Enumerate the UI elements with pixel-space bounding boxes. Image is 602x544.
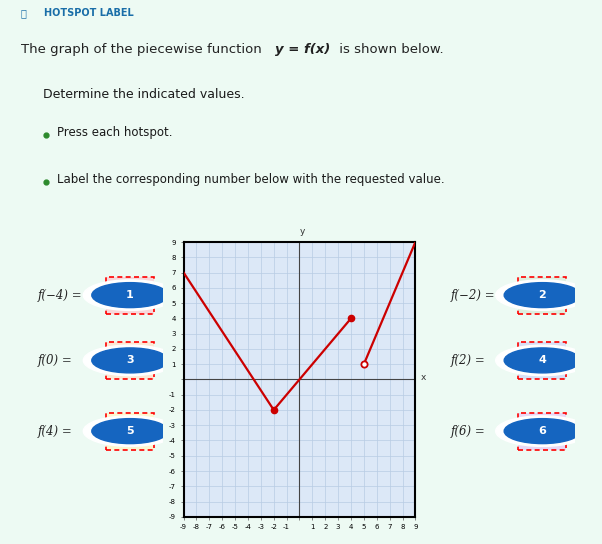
Circle shape <box>92 283 168 307</box>
Circle shape <box>504 419 580 443</box>
Circle shape <box>495 345 589 376</box>
Text: f(6) =: f(6) = <box>450 425 485 437</box>
Text: is shown below.: is shown below. <box>335 42 443 55</box>
Circle shape <box>504 283 580 307</box>
Text: f(2) =: f(2) = <box>450 354 485 367</box>
Text: 4: 4 <box>538 355 546 366</box>
FancyBboxPatch shape <box>518 412 566 449</box>
Text: Press each hotspot.: Press each hotspot. <box>57 126 173 139</box>
Circle shape <box>92 348 168 373</box>
Text: 🔗: 🔗 <box>20 9 26 18</box>
Text: f(4) =: f(4) = <box>38 425 73 437</box>
Text: The graph of the piecewise function: The graph of the piecewise function <box>20 42 265 55</box>
Text: 3: 3 <box>126 355 134 366</box>
Text: x: x <box>421 373 426 382</box>
FancyBboxPatch shape <box>518 277 566 313</box>
Text: 6: 6 <box>538 426 546 436</box>
FancyBboxPatch shape <box>106 342 154 379</box>
Circle shape <box>83 416 177 447</box>
Text: Label the corresponding number below with the requested value.: Label the corresponding number below wit… <box>57 173 445 186</box>
FancyBboxPatch shape <box>106 412 154 449</box>
Text: f(−4) =: f(−4) = <box>38 289 82 301</box>
Circle shape <box>495 416 589 447</box>
FancyBboxPatch shape <box>106 277 154 313</box>
Circle shape <box>504 348 580 373</box>
Circle shape <box>83 280 177 311</box>
Circle shape <box>92 419 168 443</box>
Text: 2: 2 <box>539 290 546 300</box>
Text: f(−2) =: f(−2) = <box>450 289 495 301</box>
Text: 5: 5 <box>126 426 134 436</box>
FancyBboxPatch shape <box>518 342 566 379</box>
Text: y: y <box>299 227 305 237</box>
Text: Determine the indicated values.: Determine the indicated values. <box>43 88 245 101</box>
Text: 1: 1 <box>126 290 134 300</box>
Circle shape <box>495 280 589 311</box>
Text: y = f(x): y = f(x) <box>275 42 330 55</box>
Text: HOTSPOT LABEL: HOTSPOT LABEL <box>44 9 134 18</box>
Circle shape <box>83 345 177 376</box>
Text: f(0) =: f(0) = <box>38 354 73 367</box>
